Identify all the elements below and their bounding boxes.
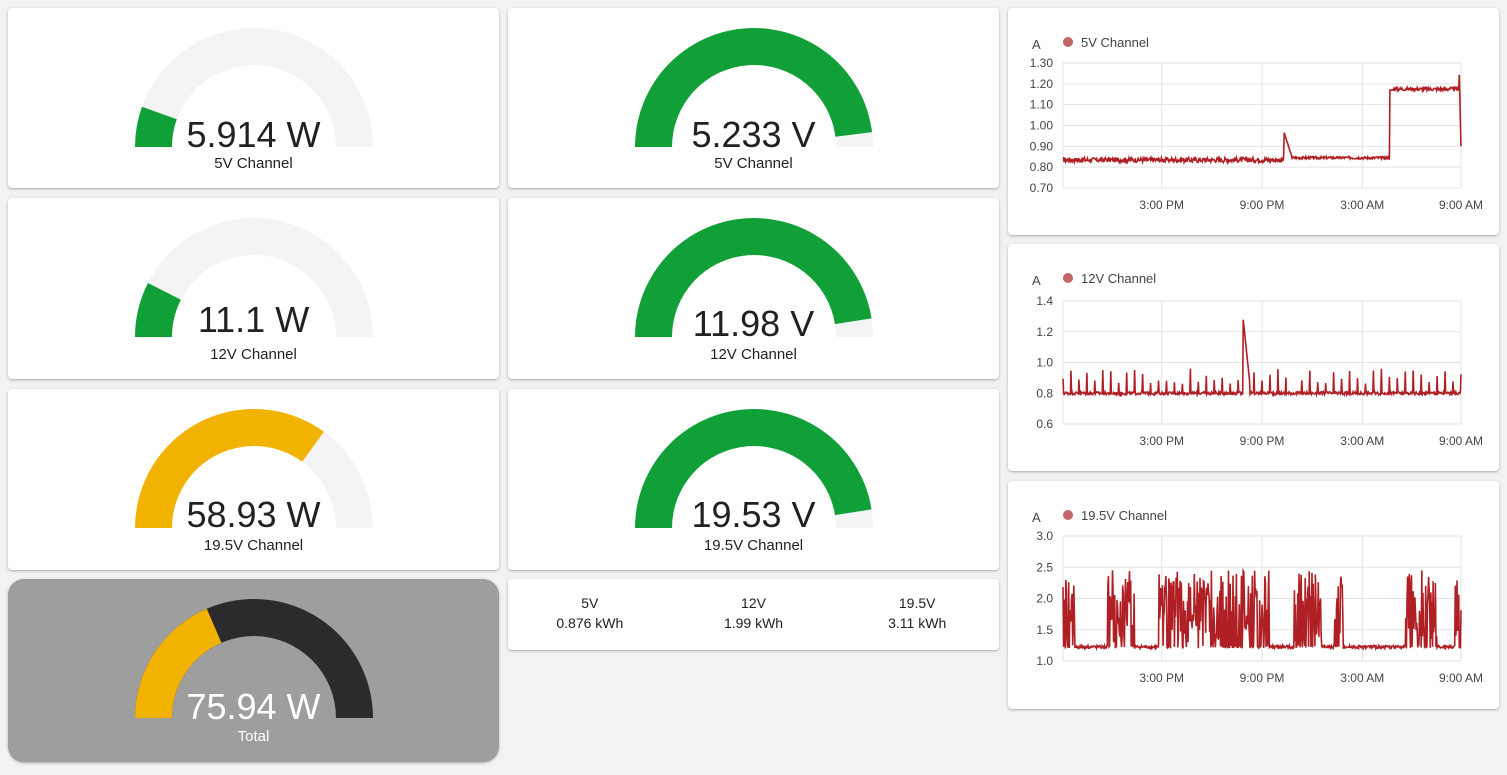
y-tick-label: 0.8 [1036, 386, 1053, 400]
energy-value: 0.876 kWh [556, 615, 624, 631]
gauge-arc [134, 599, 373, 718]
axis-unit-label: A [1032, 510, 1041, 525]
gauge-value: 75.94 W [186, 686, 321, 727]
x-tick-label: 9:00 AM [1439, 198, 1483, 212]
power-gauge-19v5[interactable]: 58.93 W 19.5V Channel [8, 389, 499, 570]
energy-item-12v[interactable]: 12V 1.99 kWh [672, 579, 836, 650]
gauge-value: 5.233 V [691, 114, 816, 155]
y-tick-label: 2.0 [1036, 592, 1053, 606]
gauge-label: 19.5V Channel [703, 537, 804, 554]
gauge-fill [134, 409, 324, 528]
x-tick-label: 3:00 AM [1340, 198, 1384, 212]
y-tick-label: 1.4 [1036, 294, 1053, 308]
energy-channel: 12V [741, 595, 766, 611]
x-tick-label: 9:00 PM [1240, 671, 1285, 685]
y-tick-label: 3.0 [1036, 529, 1053, 543]
gauge-label: 12V Channel [210, 346, 297, 363]
line-chart[interactable]: A 12V Channel 1.4 1.2 1.0 0.8 0.6 3:00 PM 9:00 P… [1008, 244, 1499, 471]
gauge-arc [134, 218, 373, 337]
x-tick-label: 3:00 PM [1139, 671, 1184, 685]
x-tick-label: 9:00 PM [1240, 434, 1285, 448]
series-line [1062, 319, 1462, 398]
gauge-value: 19.53 V [691, 494, 816, 535]
gauge-arc [134, 409, 373, 528]
axis-unit-label: A [1032, 37, 1041, 52]
x-tick-label: 3:00 PM [1139, 434, 1184, 448]
legend-dot [1063, 510, 1073, 520]
gauge-value: 11.98 V [692, 303, 815, 344]
line-chart[interactable]: A 19.5V Channel 3.0 2.5 2.0 1.5 1.0 3:00 PM 9:00… [1008, 481, 1499, 709]
x-tick-label: 9:00 AM [1439, 671, 1483, 685]
x-tick-label: 3:00 AM [1340, 671, 1384, 685]
gauge-label: 5V Channel [214, 155, 293, 172]
gauge-track [134, 218, 373, 337]
gauge-fill [634, 409, 872, 528]
y-tick-label: 0.80 [1030, 160, 1054, 174]
y-tick-label: 1.0 [1036, 356, 1053, 370]
gauge-fill [134, 106, 177, 147]
energy-value: 3.11 kWh [888, 615, 947, 631]
gauge-arc [634, 218, 873, 337]
legend-dot [1063, 273, 1073, 283]
gauge-label: 12V Channel [710, 346, 797, 363]
series-line [1062, 567, 1462, 652]
gauge-fill [134, 282, 181, 337]
y-tick-label: 1.30 [1030, 56, 1054, 70]
gauge-fill [634, 27, 872, 147]
gauge-value: 5.914 W [186, 114, 321, 155]
y-tick-label: 1.2 [1036, 325, 1053, 339]
y-tick-label: 0.70 [1030, 181, 1054, 195]
y-tick-label: 1.5 [1036, 623, 1053, 637]
gauge-label: 19.5V Channel [203, 537, 304, 554]
legend-label: 19.5V Channel [1081, 508, 1167, 523]
gauge-arc [134, 28, 373, 147]
history-chart-5v[interactable]: A 5V Channel 1.30 1.20 1.10 1.00 0.90 0.80 0.70 3… [1008, 8, 1499, 235]
line-chart[interactable]: A 5V Channel 1.30 1.20 1.10 1.00 0.90 0.80 0.70 3… [1008, 8, 1499, 235]
y-tick-label: 0.90 [1030, 139, 1054, 153]
x-tick-label: 3:00 PM [1139, 198, 1184, 212]
gauge-fill [634, 218, 872, 337]
voltage-gauge-5v[interactable]: 5.233 V 5V Channel [508, 8, 999, 188]
legend-dot [1063, 37, 1073, 47]
energy-item-19v5[interactable]: 19.5V 3.11 kWh [835, 579, 999, 650]
y-tick-label: 0.6 [1036, 417, 1053, 431]
gauge-label: Total [237, 728, 270, 745]
history-chart-12v[interactable]: A 12V Channel 1.4 1.2 1.0 0.8 0.6 3:00 PM 9:00 P… [1008, 244, 1499, 471]
power-gauge-12v[interactable]: 11.1 W 12V Channel [8, 198, 499, 379]
series-line [1062, 74, 1462, 166]
voltage-gauge-12v[interactable]: 11.98 V 12V Channel [508, 198, 999, 379]
history-chart-19v5[interactable]: A 19.5V Channel 3.0 2.5 2.0 1.5 1.0 3:00 PM 9:00… [1008, 481, 1499, 709]
legend-label: 5V Channel [1081, 35, 1149, 50]
y-tick-label: 1.20 [1030, 77, 1054, 91]
gauge-label: 5V Channel [714, 155, 793, 172]
gauge-arc [634, 27, 873, 147]
gauge-value: 11.1 W [197, 299, 310, 340]
y-tick-label: 1.0 [1036, 654, 1053, 668]
x-tick-label: 3:00 AM [1340, 434, 1384, 448]
gauge-track [134, 28, 373, 147]
energy-item-5v[interactable]: 5V 0.876 kWh [508, 579, 672, 650]
gauge-fill [134, 608, 221, 718]
voltage-gauge-19v5[interactable]: 19.53 V 19.5V Channel [508, 389, 999, 570]
x-tick-label: 9:00 PM [1240, 198, 1285, 212]
y-tick-label: 1.10 [1030, 98, 1054, 112]
axis-unit-label: A [1032, 273, 1041, 288]
energy-value: 1.99 kWh [723, 615, 784, 631]
gauge-arc [634, 409, 873, 528]
total-power-gauge[interactable]: 75.94 W Total [8, 579, 499, 762]
energy-channel: 19.5V [898, 595, 936, 611]
x-tick-label: 9:00 AM [1439, 434, 1483, 448]
power-gauge-5v[interactable]: 5.914 W 5V Channel [8, 8, 499, 188]
energy-channel: 5V [581, 595, 599, 611]
y-tick-label: 1.00 [1030, 119, 1054, 133]
legend-label: 12V Channel [1081, 271, 1156, 286]
y-tick-label: 2.5 [1036, 560, 1053, 574]
gauge-value: 58.93 W [186, 494, 321, 535]
energy-summary: 5V 0.876 kWh 12V 1.99 kWh 19.5V 3.11 kWh [508, 579, 999, 650]
